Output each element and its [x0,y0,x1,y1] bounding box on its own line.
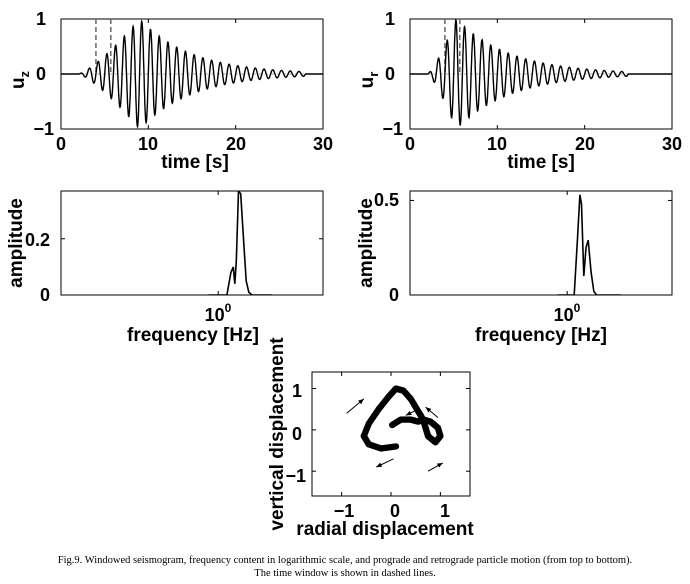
ytick-label: 1 [292,381,302,401]
ytick-label: −1 [285,466,306,486]
xtick-label: 0 [56,134,66,154]
xtick-label: 0 [405,134,415,154]
xtick-label: 20 [226,134,246,154]
ytick-label: 0 [389,285,399,305]
ytick-label: −1 [33,119,54,139]
panel-uz-spectrum: 0.2 0 100 frequency [Hz] amplitude [6,190,324,346]
y-axis-label: ur [357,72,381,89]
xtick-label: 100 [554,301,581,325]
y-axis-label: amplitude [6,198,27,288]
xtick-label: 100 [205,301,232,325]
motion-arrowhead [425,407,432,413]
ytick-label: 0 [292,424,302,444]
xtick-label: 30 [662,134,682,154]
ytick-label: 0 [40,285,50,305]
xtick-label: 10 [138,134,158,154]
panel-ur-trace: 1 0 −1 0 10 20 30 time [s] ur [357,9,682,173]
xtick-label: 20 [575,134,595,154]
motion-arrowhead [376,462,383,468]
xtick-label: 10 [487,134,507,154]
y-axis-label: amplitude [356,198,377,288]
x-axis-label: radial displacement [296,519,474,540]
x-axis-label: frequency [Hz] [127,325,259,346]
panel-ur-spectrum: 0.5 0 100 frequency [Hz] amplitude [356,190,673,346]
motion-arrowhead [405,410,412,416]
axes-box [409,190,673,296]
series-line [410,19,672,126]
ytick-label: 1 [36,9,46,29]
ytick-label: −1 [382,119,403,139]
xtick-label: 30 [313,134,333,154]
y-axis-label: uz [8,70,32,89]
y-axis-label: vertical displacement [267,337,288,531]
x-axis-label: frequency [Hz] [475,325,607,346]
ytick-label: 0.5 [374,190,399,210]
series-line [208,191,272,295]
motion-arrowhead [436,462,443,468]
x-axis-label: time [s] [507,152,575,173]
xtick-label: 1 [440,501,450,521]
ytick-label: 0 [36,64,46,84]
xtick-label: 0 [390,501,400,521]
ytick-label: 1 [385,9,395,29]
panel-uz-trace: 1 0 −1 0 10 20 30 time [s] uz [8,9,333,173]
panel-particle-motion: 1 0 −1 −1 0 1 radial displacement vertic… [267,337,474,540]
motion-point [389,421,396,429]
series-line [557,194,621,295]
caption-line: The time window is shown in dashed lines… [254,568,436,579]
ytick-label: 0 [385,64,395,84]
caption-line: Fig.9. Windowed seismogram, frequency co… [57,555,633,566]
ytick-label: 0.2 [25,230,50,250]
axes-box [60,190,324,296]
series-line [61,19,323,129]
xtick-label: −1 [334,501,355,521]
motion-arrowhead [358,398,364,405]
x-axis-label: time [s] [161,152,229,173]
figure-caption: Fig.9. Windowed seismogram, frequency co… [0,554,690,580]
